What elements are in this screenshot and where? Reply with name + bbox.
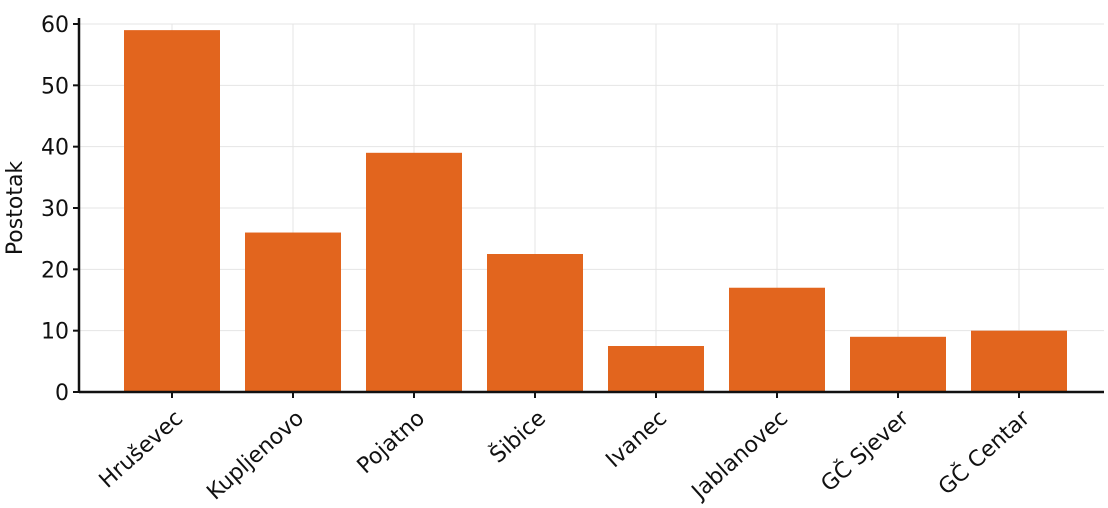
bar	[729, 287, 825, 392]
x-tick-label: GČ Sjever	[816, 405, 915, 498]
y-tick-label: 0	[55, 381, 69, 406]
bar	[850, 336, 946, 392]
y-axis-label: Postotak	[3, 161, 28, 256]
x-tick-label: GČ Centar	[933, 405, 1035, 501]
bar	[487, 254, 583, 392]
y-tick-label: 40	[41, 136, 69, 161]
y-tick-label: 30	[41, 197, 69, 222]
bars	[124, 30, 1067, 393]
bar	[124, 30, 220, 393]
y-tick-label: 10	[41, 320, 69, 345]
bar	[608, 346, 704, 392]
y-tick-label: 60	[41, 13, 69, 38]
bar	[971, 330, 1067, 392]
x-tick-label: Pojatno	[353, 406, 430, 479]
x-tick-label: Kupljenovo	[202, 406, 309, 504]
axes	[77, 18, 1104, 394]
y-tick-label: 50	[41, 74, 69, 99]
x-tick-label: Šibice	[485, 405, 551, 468]
y-ticks: 0 10 20 30 40 50 60	[41, 13, 79, 406]
gridlines	[79, 23, 1104, 392]
x-tick-label: Jablanovec	[686, 406, 793, 504]
x-tick-label: Hruševec	[95, 406, 188, 494]
y-tick-label: 20	[41, 258, 69, 283]
bar	[245, 232, 341, 392]
bar	[366, 152, 462, 392]
x-tick-label: Ivanec	[601, 406, 672, 473]
x-ticks: Hruševec Kupljenovo Pojatno Šibice Ivanec Jab…	[95, 392, 1036, 506]
